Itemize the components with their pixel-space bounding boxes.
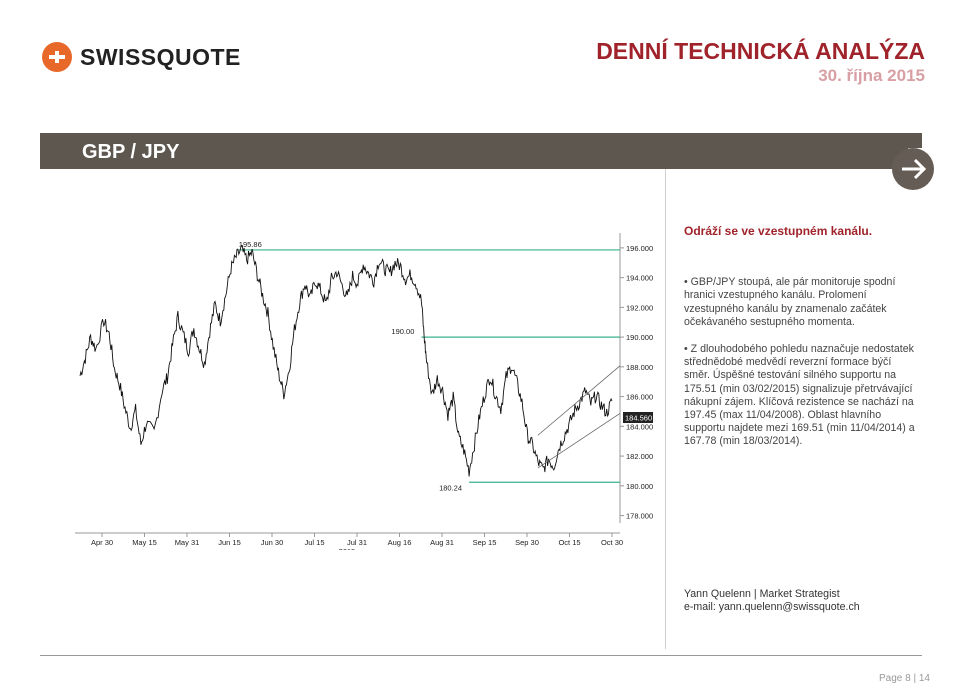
report-date: 30. října 2015 [818, 66, 925, 85]
y-tick-label: 190.000 [626, 333, 653, 342]
x-tick-label: May 15 [132, 538, 157, 547]
x-tick-label: Apr 30 [91, 538, 113, 547]
column-divider [665, 169, 666, 649]
swissquote-logo: SWISSQUOTE [42, 42, 241, 72]
author-email[interactable]: e-mail: yann.quelenn@swissquote.ch [684, 601, 860, 613]
x-tick-label: Jun 30 [261, 538, 284, 547]
y-tick-label: 180.000 [626, 482, 653, 491]
report-title: DENNÍ TECHNICKÁ ANALÝZA [596, 38, 925, 64]
x-tick-label: Jul 15 [304, 538, 324, 547]
analysis-paragraph-1: • GBP/JPY stoupá, ale pár monitoruje spo… [684, 276, 896, 328]
x-tick-label: Oct 30 [601, 538, 623, 547]
channel-lower-line [537, 413, 621, 469]
x-tick-label: Aug 31 [430, 538, 454, 547]
y-tick-label: 196.000 [626, 244, 653, 253]
page-number: Page 8 | 14 [879, 673, 930, 684]
y-tick-label: 186.000 [626, 393, 653, 402]
arrow-right-icon [902, 158, 927, 180]
x-tick-label: Sep 15 [473, 538, 497, 547]
section-band: GBP / JPY [40, 133, 922, 170]
y-tick-label: 194.000 [626, 274, 653, 283]
y-tick-label: 184.000 [626, 422, 653, 431]
y-tick-label: 182.000 [626, 452, 653, 461]
x-tick-label: May 31 [175, 538, 200, 547]
x-tick-label: Jul 31 [347, 538, 367, 547]
swissquote-logo-icon [42, 42, 72, 72]
logo-text: SWISSQUOTE [80, 43, 241, 70]
x-year-label: 2015 [339, 547, 356, 550]
analysis-panel: Odráží se ve vzestupném kanálu. • GBP/JP… [684, 224, 919, 463]
currency-pair-title: GBP / JPY [82, 141, 180, 163]
level-label: 190.00 [391, 327, 414, 336]
x-tick-label: Aug 16 [388, 538, 412, 547]
footer-divider [40, 655, 922, 656]
level-label: 195.86 [239, 240, 262, 249]
channel-upper-line [537, 365, 621, 436]
x-tick-label: Oct 15 [558, 538, 580, 547]
y-tick-label: 192.000 [626, 303, 653, 312]
x-tick-label: Jun 15 [218, 538, 241, 547]
current-price-tag [623, 412, 653, 424]
analysis-paragraph-2: • Z dlouhodobého pohledu naznačuje nedos… [684, 343, 915, 448]
author-name: Yann Quelenn | Market Strategist [684, 588, 840, 600]
x-tick-label: Sep 30 [515, 538, 539, 547]
next-arrow-button[interactable] [892, 148, 934, 190]
current-price-label: 184.560 [625, 414, 652, 423]
analysis-headline: Odráží se ve vzestupném kanálu. [684, 224, 873, 238]
level-label: 180.24 [439, 483, 462, 492]
y-tick-label: 178.000 [626, 512, 653, 521]
gbpjpy-price-chart: 196.000 194.000 192.000 190.000 188.000 186.0… [75, 233, 653, 550]
author-block: Yann Quelenn | Market Strategist e-mail:… [684, 588, 860, 614]
y-tick-label: 188.000 [626, 363, 653, 372]
price-series-line [79, 245, 613, 477]
